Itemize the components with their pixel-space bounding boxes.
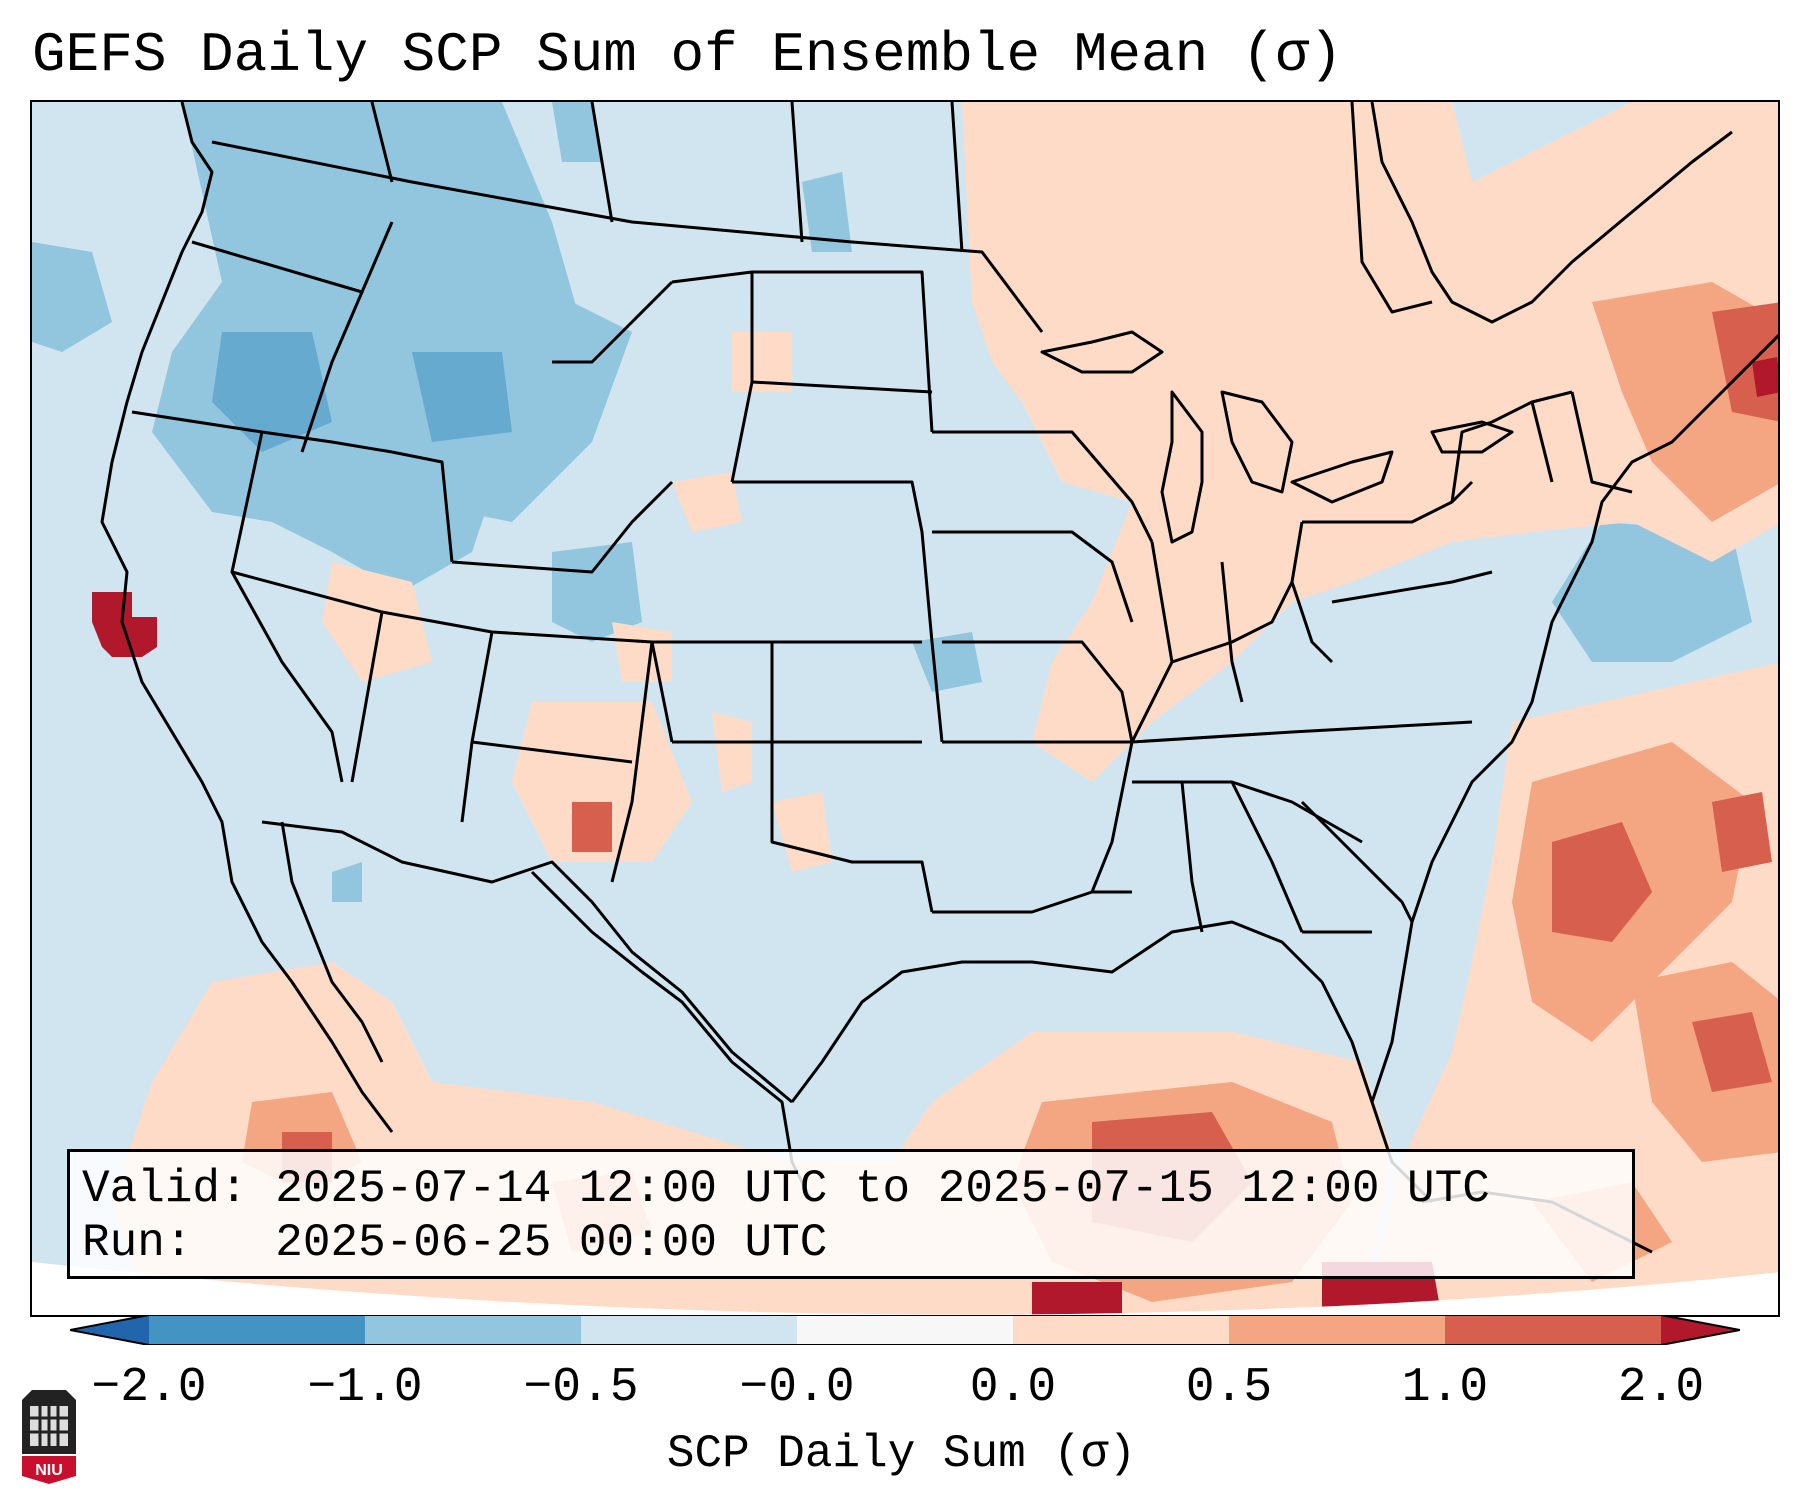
colorbar-segment — [797, 1315, 1013, 1345]
colorbar-tick-label: −0.0 — [739, 1361, 855, 1415]
colorbar-tick-label: 1.0 — [1401, 1361, 1489, 1415]
colorbar-segment — [1229, 1315, 1445, 1345]
colorbar-extend-high — [1661, 1315, 1740, 1345]
valid-row: Valid: 2025-07-14 12:00 UTC to 2025-07-1… — [82, 1162, 1620, 1216]
valid-time-box: Valid: 2025-07-14 12:00 UTC to 2025-07-1… — [67, 1149, 1635, 1279]
map-panel[interactable] — [30, 100, 1780, 1317]
run-label: Run: — [82, 1217, 193, 1269]
valid-label: Valid: — [82, 1163, 248, 1215]
political-borders — [131, 102, 1633, 1104]
valid-value: 2025-07-14 12:00 UTC to 2025-07-15 12:00… — [275, 1163, 1490, 1215]
colorbar-segment — [581, 1315, 797, 1345]
colorbar-tick-label: 0.0 — [969, 1361, 1057, 1415]
colorbar-segment — [1013, 1315, 1229, 1345]
colorbar-tick-label: −2.0 — [91, 1361, 207, 1415]
colorbar-segment — [365, 1315, 581, 1345]
colorbar-extend-low — [70, 1315, 149, 1345]
colorbar-segment — [149, 1315, 365, 1345]
domain-edge — [32, 1262, 1778, 1315]
map-title: GEFS Daily SCP Sum of Ensemble Mean (σ) — [32, 23, 1343, 87]
colorbar-tick-label: 2.0 — [1617, 1361, 1705, 1415]
run-row: Run: 2025-06-25 00:00 UTC — [82, 1216, 1620, 1270]
logo-text: NIU — [35, 1462, 63, 1479]
map-graphic — [32, 102, 1778, 1315]
colorbar-tick-label: 0.5 — [1185, 1361, 1273, 1415]
niu-logo-icon: NIU — [22, 1390, 76, 1484]
run-value: 2025-06-25 00:00 UTC — [275, 1217, 828, 1269]
negative-anomaly-core — [212, 332, 512, 452]
colorbar-tick-label: −1.0 — [307, 1361, 423, 1415]
colorbar — [70, 1315, 1740, 1345]
colorbar-segment — [1445, 1315, 1661, 1345]
colorbar-tick-label: −0.5 — [523, 1361, 639, 1415]
colorbar-label: SCP Daily Sum (σ) — [666, 1428, 1137, 1480]
